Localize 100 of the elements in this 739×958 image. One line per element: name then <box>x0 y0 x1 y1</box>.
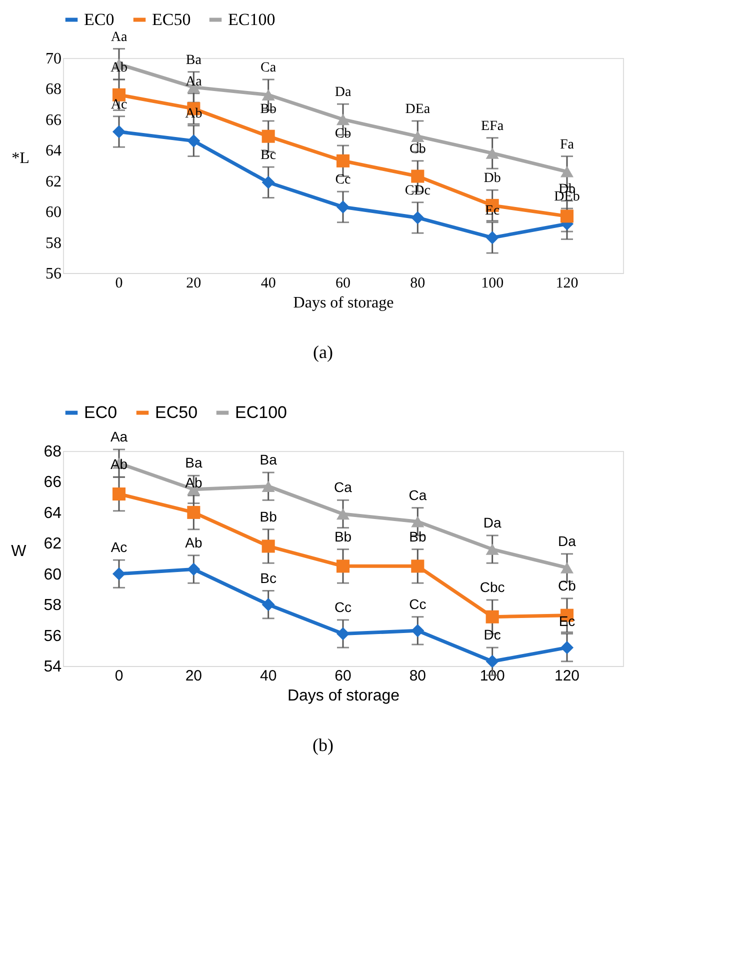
x-tick-label: 40 <box>260 668 277 684</box>
annotation: Ca <box>334 479 352 496</box>
annotation: Ab <box>110 60 128 76</box>
annotation: Dc <box>484 626 501 643</box>
annotation: Cb <box>409 142 426 157</box>
y-tick-label: 60 <box>46 204 62 222</box>
annotation: Aa <box>110 30 128 45</box>
point <box>411 516 424 528</box>
annotation: Cb <box>558 577 576 594</box>
point <box>411 560 424 573</box>
legend-label: EC100 <box>235 402 287 422</box>
point <box>336 154 350 168</box>
x-tick-label: 100 <box>481 276 504 292</box>
y-tick-label: 62 <box>46 173 62 190</box>
x-tick-label: 0 <box>114 668 124 684</box>
annotation: Da <box>558 532 576 549</box>
annotation: Bc <box>260 148 276 164</box>
y-tick-label: 68 <box>46 81 62 98</box>
annotation: Ba <box>186 52 202 68</box>
y-tick-label: 64 <box>46 142 62 160</box>
point <box>336 508 350 520</box>
y-tick-label: 56 <box>46 266 62 282</box>
point <box>486 148 499 159</box>
point <box>560 210 574 223</box>
annotation: Db <box>484 171 501 186</box>
point <box>411 624 424 638</box>
x-tick-label: 60 <box>336 276 350 292</box>
y-tick-label: 66 <box>44 474 62 492</box>
point <box>187 562 200 576</box>
point <box>336 560 350 573</box>
legend-label: EC50 <box>155 402 198 422</box>
annotation: Da <box>483 514 502 530</box>
x-tick-label: 120 <box>554 668 580 684</box>
text: (a) <box>313 342 333 362</box>
annotation: Aa <box>110 428 128 444</box>
point <box>560 166 574 178</box>
y-tick-label: 58 <box>44 597 62 614</box>
x-tick-label: 80 <box>410 276 426 292</box>
y-axis-title: *L <box>12 150 30 167</box>
y-tick-label: 58 <box>46 234 62 252</box>
y-tick-label: 64 <box>44 504 62 522</box>
annotation: Ca <box>408 486 427 503</box>
point <box>560 641 574 654</box>
point <box>486 610 499 624</box>
legend-label: EC0 <box>84 10 114 29</box>
point <box>112 487 126 501</box>
y-tick-label: 70 <box>46 50 62 68</box>
annotation: Da <box>334 85 352 100</box>
point <box>486 654 499 668</box>
legend-label: EC100 <box>228 10 276 29</box>
annotation: Bc <box>260 570 277 586</box>
x-tick-label: 100 <box>480 668 505 684</box>
point <box>486 231 499 244</box>
annotation: Cb <box>334 126 352 142</box>
text: (b) <box>312 735 334 755</box>
annotation: Cbc <box>480 578 505 595</box>
point <box>112 567 126 580</box>
x-axis-title: Days of storage <box>293 294 394 312</box>
point <box>336 627 350 640</box>
annotation: Fa <box>560 137 575 152</box>
point <box>112 125 126 138</box>
annotation: DEa <box>405 102 431 117</box>
annotation: Ac <box>110 539 128 556</box>
annotation: Ba <box>260 452 278 468</box>
x-tick-label: 60 <box>334 668 352 684</box>
y-tick-label: 62 <box>44 536 62 553</box>
annotation: Aa <box>186 74 203 90</box>
annotation: EFa <box>481 118 504 134</box>
annotation: Bb <box>334 528 352 544</box>
point <box>486 544 499 555</box>
annotation: Ab <box>110 456 128 472</box>
annotation: Bb <box>260 508 278 524</box>
y-tick-label: 60 <box>44 566 62 584</box>
annotation: Cc <box>335 172 351 188</box>
point <box>262 176 275 189</box>
point <box>187 506 200 519</box>
x-tick-label: 80 <box>409 668 426 684</box>
x-tick-label: 0 <box>115 276 123 292</box>
annotation: Bb <box>260 102 277 117</box>
x-tick-label: 20 <box>185 668 202 684</box>
y-tick-label: 68 <box>44 444 62 460</box>
point <box>411 170 424 183</box>
point <box>262 540 275 553</box>
x-tick-label: 120 <box>556 276 578 292</box>
point <box>262 598 275 612</box>
x-tick-label: 20 <box>186 276 202 292</box>
point <box>560 562 574 574</box>
annotation: Cc <box>409 596 426 612</box>
y-tick-label: 54 <box>44 658 62 676</box>
legend-label: EC0 <box>84 402 118 422</box>
point <box>187 134 200 148</box>
point <box>336 114 350 126</box>
y-tick-label: 66 <box>46 112 62 129</box>
legend-label: EC50 <box>152 10 191 29</box>
point <box>262 480 275 492</box>
point <box>262 130 275 143</box>
annotation: Ca <box>260 60 277 76</box>
y-axis-title: W <box>11 543 28 560</box>
point <box>262 89 275 101</box>
x-axis-title: Days of storage <box>287 688 400 704</box>
